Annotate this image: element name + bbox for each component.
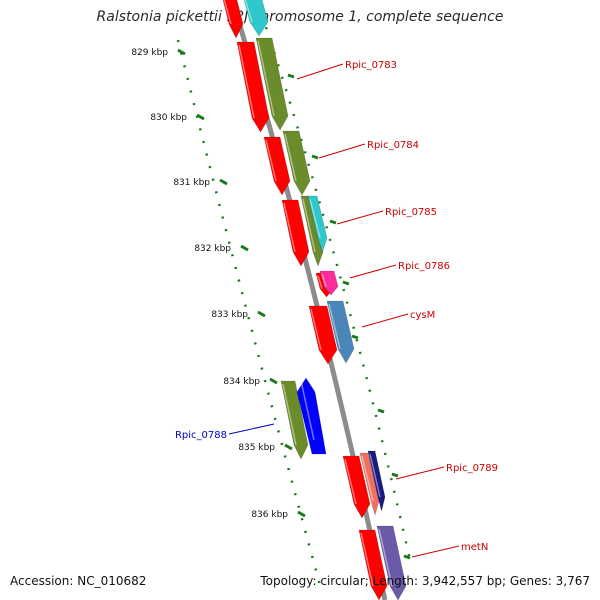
gene-rpic-0786-cds-highlight [317, 275, 323, 289]
gene-cysm-cds-highlight [310, 308, 322, 351]
gene-rpic-0786-feature-highlight [321, 273, 327, 287]
ruler-tick-830 [196, 113, 205, 121]
gene-rpic-0789-feature [359, 452, 380, 517]
gene-rpic-0785-cds-highlight [283, 202, 296, 253]
label-leader-rpic-0784 [318, 143, 366, 159]
gene-rpic-0788-cds [296, 377, 327, 455]
ruler-tick-label-836: 836 kbp [251, 510, 288, 520]
gene-label-rpic-0784: Rpic_0784 [367, 140, 419, 151]
ruler-outer-tick-4 [342, 280, 350, 286]
gene-label-metn: metN [461, 542, 488, 553]
ruler-tick-834 [269, 377, 278, 385]
map-title: Ralstonia pickettii 12J chromosome 1, co… [96, 9, 504, 25]
ruler-tick-label-834: 834 kbp [223, 377, 260, 387]
gene-metn-feature-highlight [378, 528, 393, 587]
ruler-tick-label-829: 829 kbp [131, 48, 168, 58]
ruler-tick-829 [177, 48, 186, 56]
gene-metn-cds [358, 529, 388, 600]
gene-metn-feature [376, 525, 407, 600]
gene-rpic-0785-feature-2-highlight [309, 198, 321, 239]
ruler-tick-label-830: 830 kbp [150, 113, 187, 123]
gene-rpic-0783-feature [255, 37, 289, 131]
gene-upstream-cds-highlight [223, 0, 232, 25]
gene-rpic-0785-cds [281, 199, 310, 267]
gene-rpic-0783-cds [236, 41, 270, 133]
gene-label-rpic-0786: Rpic_0786 [398, 261, 450, 272]
gene-label-rpic-0789: Rpic_0789 [446, 463, 498, 474]
ruler-tick-label-832: 832 kbp [194, 244, 231, 254]
label-leader-rpic-0785 [336, 210, 384, 225]
ruler-tick-835 [284, 443, 293, 451]
ruler-outer-tick-2 [311, 154, 319, 160]
topology-text: Topology: circular; Length: 3,942,557 bp… [260, 574, 590, 588]
gene-rpic-0786-feature [319, 270, 339, 296]
label-leader-metn [411, 545, 460, 558]
gene-label-rpic-0785: Rpic_0785 [385, 207, 437, 218]
gene-rpic-0783-feature-highlight [257, 40, 275, 117]
ruler-tick-833 [257, 310, 266, 318]
ruler-tick-836 [297, 510, 306, 518]
ruler-outer-tick-7 [391, 472, 399, 478]
gene-upstream-feature [243, 0, 269, 37]
gene-rpic-0788-feature-highlight [282, 383, 297, 446]
gene-cysm-feature [326, 300, 355, 364]
gene-rpic-0785-feature-highlight [302, 198, 316, 253]
label-leader-cysm [361, 313, 409, 328]
ruler-tick-831 [219, 178, 228, 186]
gene-rpic-0784-feature-highlight [284, 133, 297, 182]
gene-rpic-0784-cds-highlight [265, 139, 277, 182]
gene-label-rpic-0783: Rpic_0783 [345, 60, 397, 71]
gene-rpic-0788-cds-highlight [300, 380, 315, 441]
gene-cysm-feature-highlight [328, 303, 341, 350]
ruler-tick-label-833: 833 kbp [211, 310, 248, 320]
label-leader-rpic-0788 [228, 423, 275, 435]
ruler-outer-tick-6 [377, 408, 385, 414]
gene-rpic-0789-cds-highlight [344, 458, 357, 505]
label-leader-rpic-0789 [395, 466, 445, 480]
accession-text: Accession: NC_010682 [10, 574, 147, 588]
label-leader-rpic-0786 [349, 264, 397, 279]
gene-rpic-0783-cds-highlight [238, 44, 255, 119]
ruler-tick-832 [240, 244, 249, 252]
label-leader-rpic-0783 [296, 63, 344, 80]
gene-rpic-0784-feature [282, 130, 311, 196]
gene-rpic-0785-feature-2 [307, 195, 328, 253]
ruler-outer-tick-5 [351, 334, 359, 340]
gene-upstream-feature-highlight [244, 0, 253, 23]
ruler-tick-label-831: 831 kbp [173, 178, 210, 188]
ruler-outer-tick-1 [287, 73, 295, 79]
gene-rpic-0789-feature-highlight [361, 455, 374, 502]
ruler-tick-label-835: 835 kbp [238, 443, 275, 453]
gene-rpic-0784-cds [263, 136, 291, 196]
gene-cysm-cds [308, 305, 338, 365]
gene-rpic-0788-feature [280, 380, 309, 460]
ruler-outer-tick-8 [403, 554, 411, 560]
ruler-arc-inner [176, 39, 322, 586]
gene-upstream-cds [222, 0, 244, 39]
gene-rpic-0789-feature-2 [367, 450, 386, 512]
gene-label-cysm: cysM [410, 310, 435, 321]
ruler-outer-tick-3 [329, 219, 337, 225]
gene-label-rpic-0788: Rpic_0788 [175, 430, 227, 441]
gene-metn-cds-highlight [360, 532, 374, 587]
gene-rpic-0789-feature-2-highlight [369, 453, 381, 498]
gene-rpic-0789-cds [342, 455, 371, 519]
